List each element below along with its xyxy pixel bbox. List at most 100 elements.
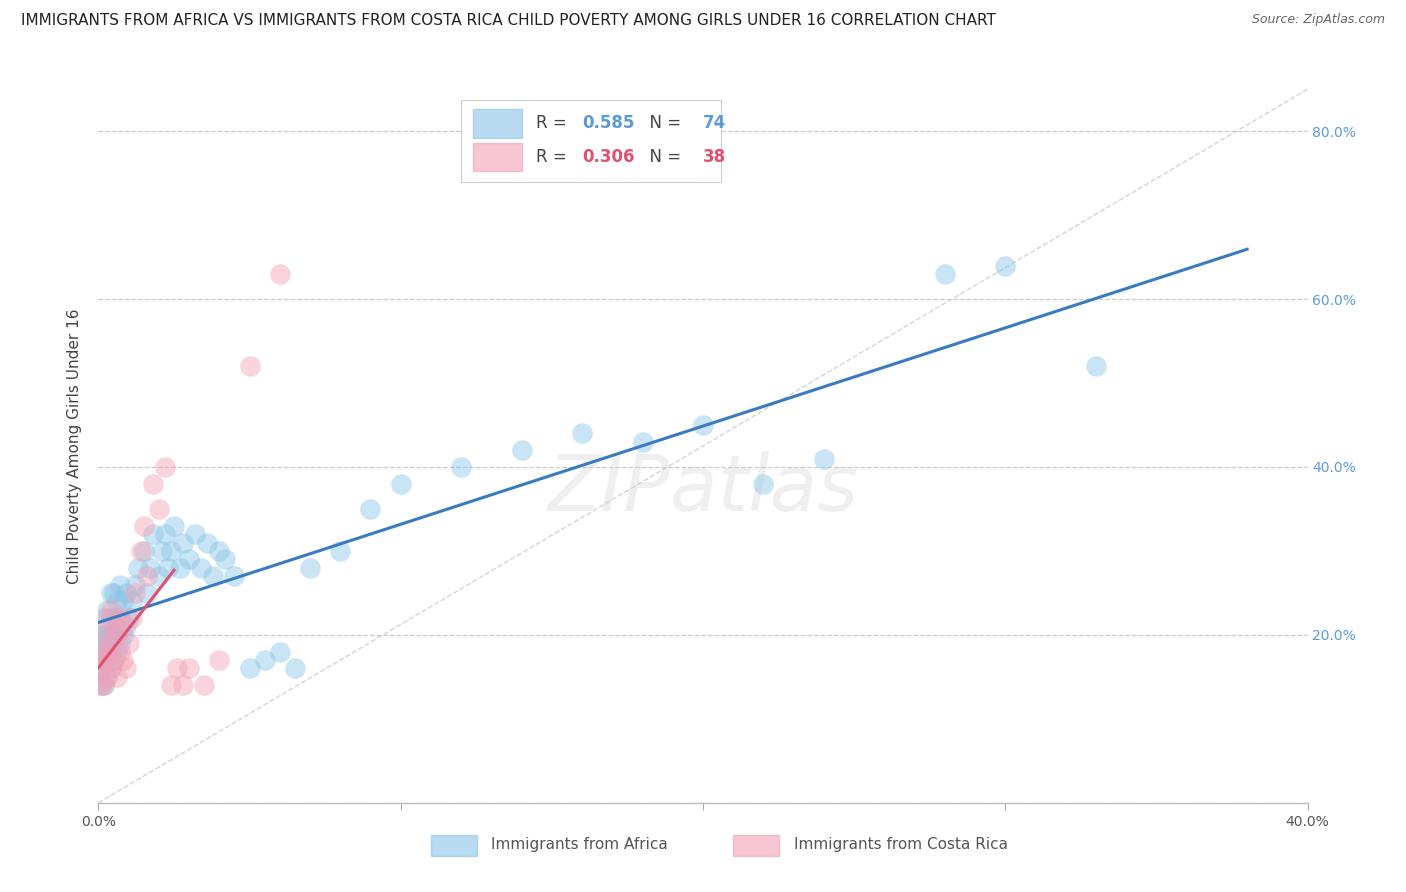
Point bbox=[166, 661, 188, 675]
Point bbox=[179, 552, 201, 566]
Point bbox=[93, 653, 115, 667]
Point bbox=[163, 518, 186, 533]
Point bbox=[214, 552, 236, 566]
Point bbox=[129, 544, 152, 558]
Point bbox=[202, 569, 225, 583]
Point bbox=[118, 611, 141, 625]
Point bbox=[90, 645, 112, 659]
Point bbox=[813, 451, 835, 466]
Point bbox=[148, 569, 170, 583]
Point bbox=[142, 527, 165, 541]
Point bbox=[100, 661, 122, 675]
Point bbox=[253, 653, 276, 667]
Point bbox=[93, 678, 115, 692]
Point bbox=[93, 678, 115, 692]
Point bbox=[111, 653, 134, 667]
Point bbox=[96, 645, 118, 659]
Point bbox=[96, 603, 118, 617]
Point bbox=[90, 645, 112, 659]
Text: 74: 74 bbox=[703, 114, 727, 132]
Point bbox=[111, 628, 134, 642]
FancyBboxPatch shape bbox=[734, 835, 779, 856]
Point bbox=[105, 670, 128, 684]
Point bbox=[994, 259, 1017, 273]
Point bbox=[105, 619, 128, 633]
Point bbox=[239, 661, 262, 675]
Point bbox=[360, 502, 382, 516]
Point bbox=[105, 628, 128, 642]
Point bbox=[100, 628, 122, 642]
Point bbox=[100, 586, 122, 600]
Point bbox=[108, 611, 131, 625]
Point bbox=[124, 586, 146, 600]
Point bbox=[153, 527, 176, 541]
Point bbox=[103, 611, 125, 625]
Point bbox=[105, 594, 128, 608]
Text: N =: N = bbox=[638, 114, 686, 132]
Point bbox=[169, 560, 191, 574]
Point bbox=[153, 460, 176, 475]
Point bbox=[269, 645, 291, 659]
Point bbox=[284, 661, 307, 675]
Point bbox=[90, 661, 112, 675]
Point bbox=[93, 628, 115, 642]
Point bbox=[105, 645, 128, 659]
Point bbox=[100, 603, 122, 617]
Point bbox=[93, 628, 115, 642]
Text: Immigrants from Africa: Immigrants from Africa bbox=[492, 837, 668, 852]
Text: 0.585: 0.585 bbox=[582, 114, 634, 132]
Point bbox=[190, 560, 212, 574]
Point bbox=[90, 628, 112, 642]
Point bbox=[103, 586, 125, 600]
Point bbox=[124, 577, 146, 591]
Text: R =: R = bbox=[536, 148, 572, 166]
Point bbox=[108, 645, 131, 659]
FancyBboxPatch shape bbox=[474, 109, 522, 137]
Point bbox=[132, 518, 155, 533]
Point bbox=[184, 527, 207, 541]
Point bbox=[100, 611, 122, 625]
Point bbox=[100, 661, 122, 675]
Point bbox=[150, 544, 173, 558]
Point bbox=[139, 560, 162, 574]
Point bbox=[510, 443, 533, 458]
Point bbox=[934, 267, 956, 281]
Point bbox=[148, 502, 170, 516]
Point bbox=[111, 594, 134, 608]
Point bbox=[108, 636, 131, 650]
Text: 38: 38 bbox=[703, 148, 725, 166]
Point bbox=[1085, 359, 1108, 374]
Point bbox=[96, 611, 118, 625]
FancyBboxPatch shape bbox=[474, 143, 522, 171]
Point bbox=[114, 619, 136, 633]
Point bbox=[118, 636, 141, 650]
Point bbox=[100, 645, 122, 659]
Point bbox=[108, 611, 131, 625]
Point bbox=[96, 645, 118, 659]
Point bbox=[172, 678, 194, 692]
Point bbox=[96, 670, 118, 684]
Point bbox=[172, 535, 194, 549]
Point bbox=[450, 460, 472, 475]
Point bbox=[90, 678, 112, 692]
Point bbox=[93, 661, 115, 675]
Point bbox=[160, 544, 183, 558]
Point bbox=[195, 535, 218, 549]
Point bbox=[156, 560, 179, 574]
Point bbox=[752, 476, 775, 491]
Text: 0.306: 0.306 bbox=[582, 148, 634, 166]
Point bbox=[299, 560, 322, 574]
Point bbox=[239, 359, 262, 374]
Text: Source: ZipAtlas.com: Source: ZipAtlas.com bbox=[1251, 13, 1385, 27]
Point bbox=[100, 636, 122, 650]
Point bbox=[93, 611, 115, 625]
Point bbox=[692, 417, 714, 432]
Point bbox=[135, 586, 157, 600]
Point bbox=[179, 661, 201, 675]
Point bbox=[96, 670, 118, 684]
Point bbox=[103, 653, 125, 667]
Point bbox=[389, 476, 412, 491]
Point bbox=[127, 560, 149, 574]
Point bbox=[103, 653, 125, 667]
Point bbox=[90, 661, 112, 675]
